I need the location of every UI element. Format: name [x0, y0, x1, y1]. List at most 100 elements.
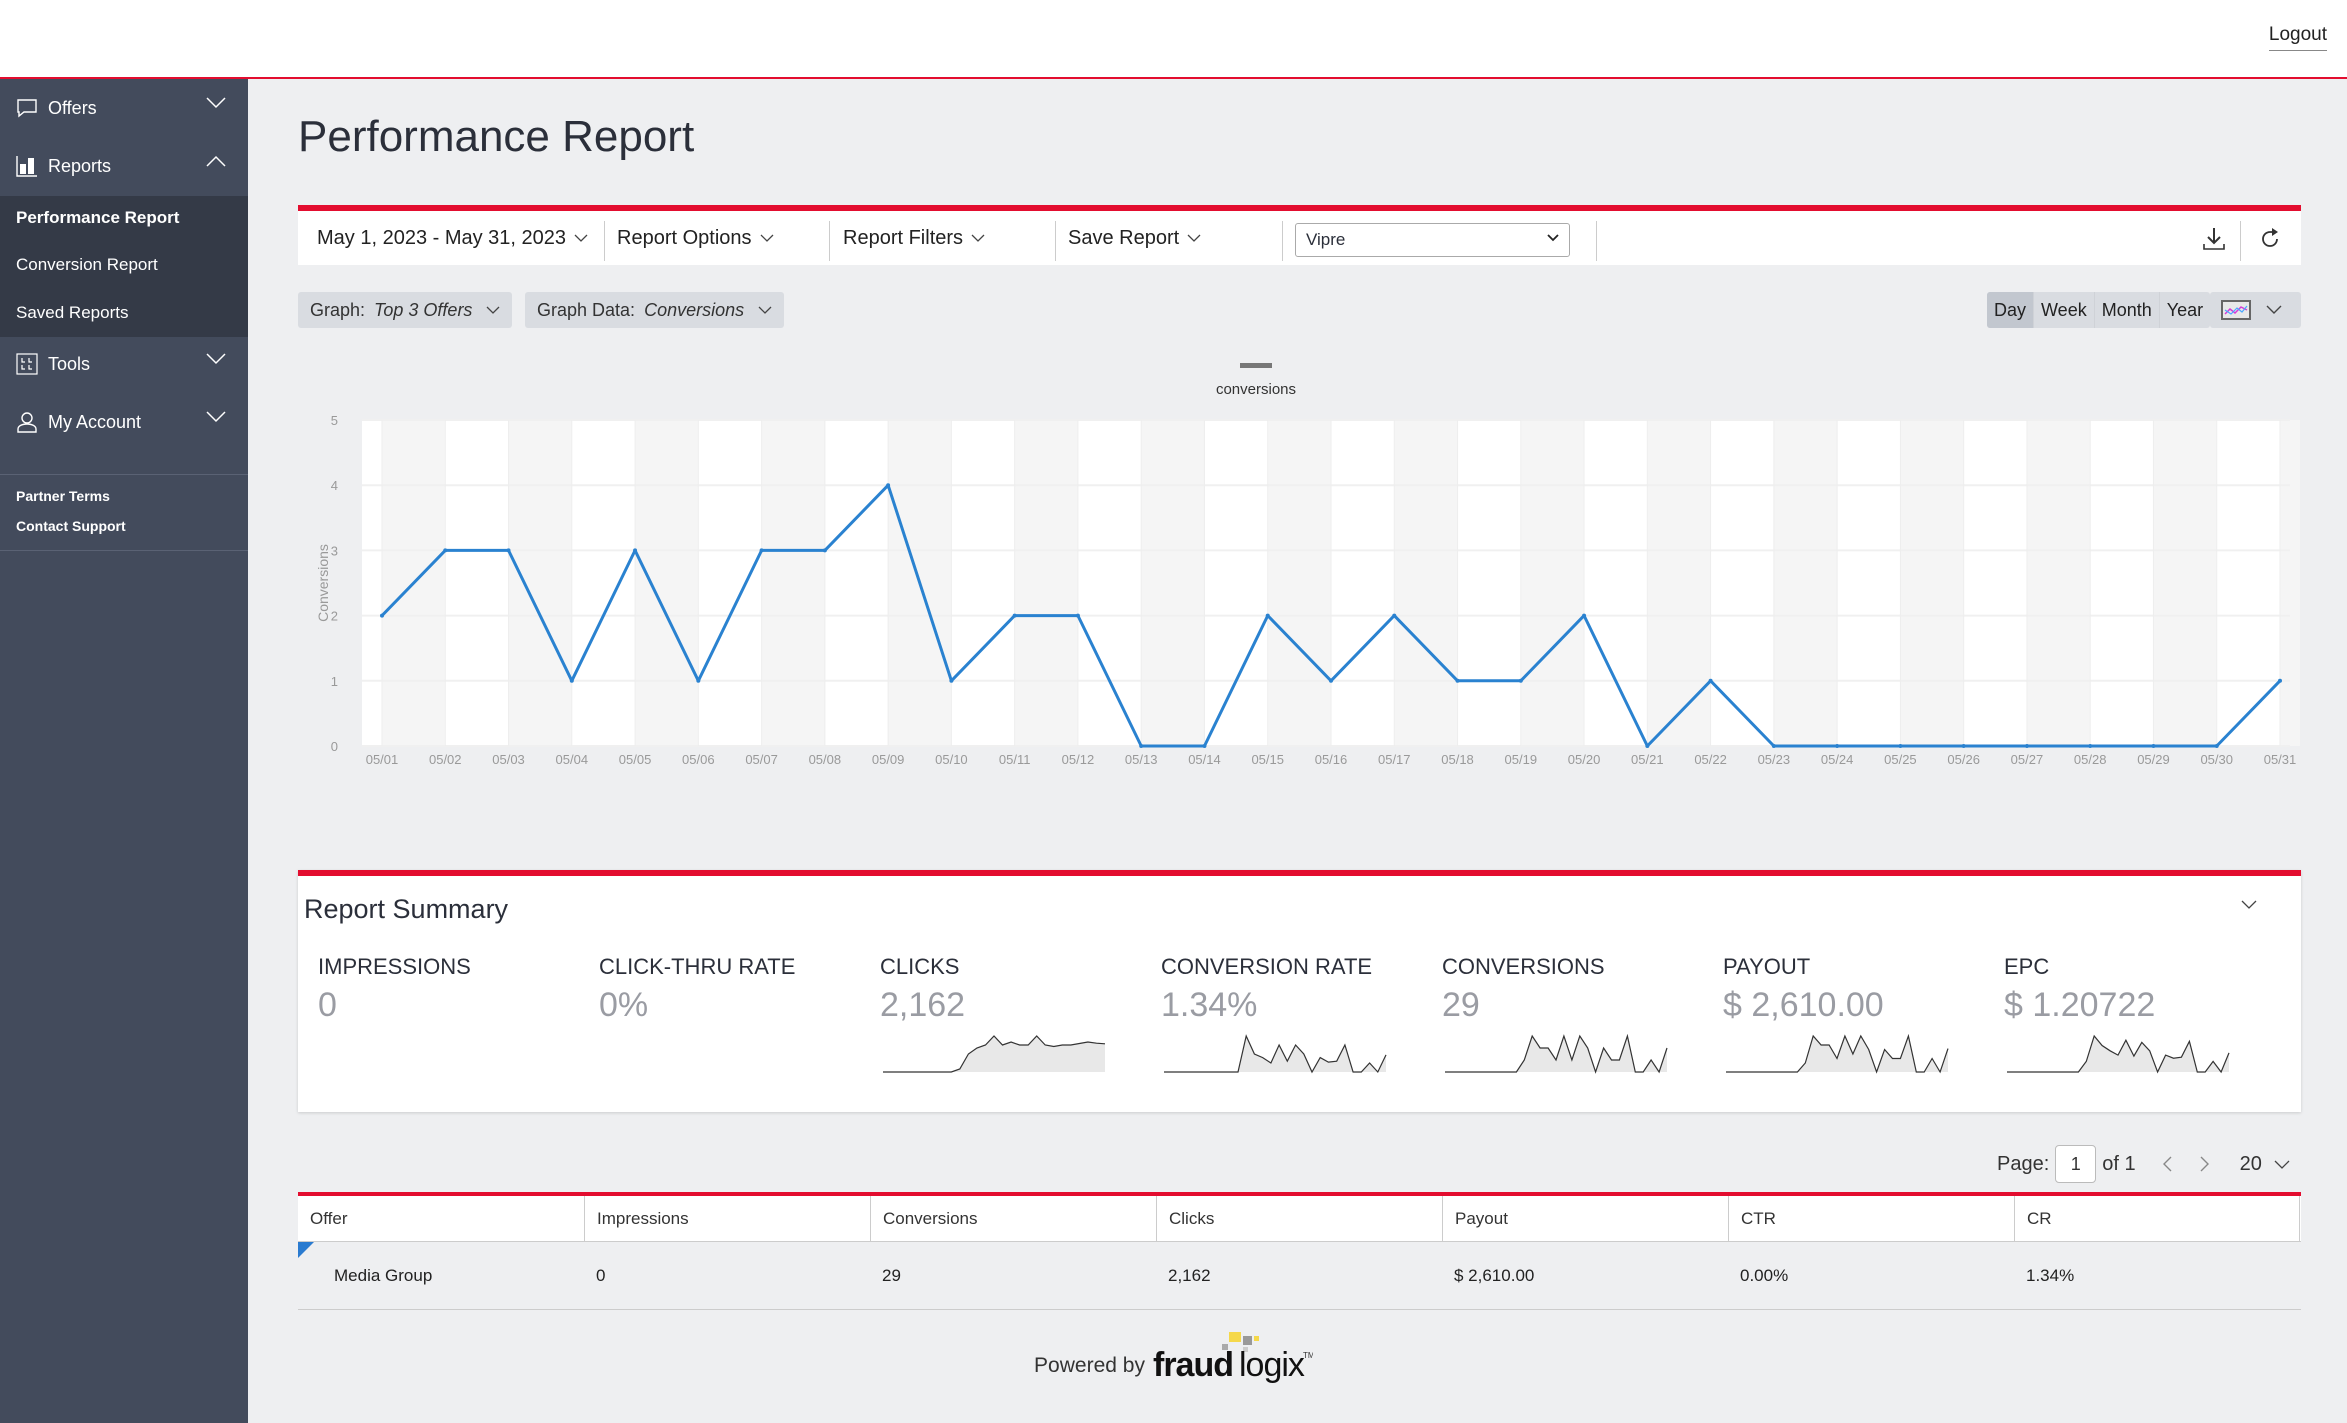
data-point[interactable] [1582, 613, 1587, 618]
x-tick-label: 05/18 [1441, 752, 1474, 767]
data-point[interactable] [1771, 744, 1776, 748]
graph-data-dropdown[interactable]: Graph Data: Conversions [525, 292, 785, 328]
data-point[interactable] [822, 548, 827, 553]
chevron-up-icon [206, 155, 226, 167]
refresh-icon[interactable] [2258, 227, 2282, 251]
sidebar-item-label: My Account [48, 411, 142, 432]
x-tick-label: 05/17 [1378, 752, 1411, 767]
next-page-icon[interactable] [2200, 1156, 2210, 1172]
legend-label[interactable]: conversions [1216, 381, 1296, 398]
data-point[interactable] [1455, 678, 1460, 683]
period-year-button[interactable]: Year [2166, 299, 2204, 320]
chart-type-dropdown[interactable] [2210, 292, 2301, 328]
logout-link[interactable]: Logout [2268, 24, 2327, 51]
column-band [2280, 420, 2300, 746]
graph-type-dropdown[interactable]: Graph: Top 3 Offers [298, 292, 513, 328]
x-tick-label: 05/28 [2074, 752, 2107, 767]
sidebar-subitem-saved-reports[interactable]: Saved Reports [16, 303, 129, 322]
period-week-button[interactable]: Week [2034, 292, 2095, 328]
data-point[interactable] [1202, 744, 1207, 748]
period-day-button[interactable]: Day [1987, 292, 2035, 328]
data-point[interactable] [1835, 744, 1840, 748]
data-point[interactable] [1329, 678, 1333, 683]
sidebar-subitem-performance-report[interactable]: Performance Report [16, 208, 180, 227]
metric-label: CLICKS [880, 954, 960, 979]
separator [829, 221, 830, 261]
x-tick-label: 05/23 [1758, 752, 1791, 767]
data-point[interactable] [569, 678, 574, 683]
account-select[interactable]: Vipre [1295, 223, 1570, 257]
data-point[interactable] [2024, 744, 2029, 748]
sparkline-area [2007, 1036, 2229, 1072]
data-point[interactable] [1139, 744, 1144, 748]
report-filters-dropdown[interactable]: Report Filters [843, 211, 985, 265]
x-tick-label: 05/16 [1315, 752, 1348, 767]
data-point[interactable] [443, 548, 448, 553]
data-point[interactable] [1075, 613, 1080, 618]
page-label: Page: [1997, 1152, 2050, 1175]
chevron-down-icon[interactable] [2241, 900, 2257, 910]
data-point[interactable] [380, 613, 384, 618]
data-point[interactable] [1645, 744, 1650, 748]
table-cell: 0.00% [1740, 1265, 1789, 1285]
data-point[interactable] [1898, 744, 1903, 748]
y-tick-label: 0 [331, 739, 338, 754]
column-header-ctr[interactable]: CTR [1728, 1196, 2014, 1241]
sidebar-subitem-conversion-report[interactable]: Conversion Report [16, 255, 158, 274]
page-number-input[interactable]: 1 [2055, 1145, 2097, 1183]
offers-table: Offer Impressions Conversions Clicks Payout C… [298, 1192, 2301, 1310]
column-header-cr[interactable]: CR [2014, 1196, 2300, 1241]
data-point[interactable] [1518, 678, 1523, 683]
download-icon[interactable] [2202, 227, 2226, 251]
separator [1596, 221, 1597, 261]
data-point[interactable] [696, 678, 701, 683]
sidebar-item-tools[interactable]: Tools [0, 335, 248, 393]
table-cell: Media Group [334, 1265, 433, 1285]
data-point[interactable] [759, 548, 764, 553]
data-point[interactable] [1012, 613, 1017, 618]
column-header-clicks[interactable]: Clicks [1156, 1196, 1442, 1241]
partner-terms-link[interactable]: Partner Terms [16, 488, 110, 504]
column-header-impressions[interactable]: Impressions [584, 1196, 870, 1241]
metric-value: $ 1.20722 [2004, 986, 2156, 1024]
column-header-conversions[interactable]: Conversions [870, 1196, 1156, 1241]
table-header: Offer Impressions Conversions Clicks Payout C… [298, 1196, 2301, 1242]
data-point[interactable] [2088, 744, 2093, 748]
page-size-dropdown[interactable]: 20 [2240, 1153, 2290, 1176]
contact-support-link[interactable]: Contact Support [16, 518, 126, 534]
y-tick-label: 5 [331, 413, 338, 428]
column-band [1141, 420, 1205, 746]
data-point[interactable] [1708, 678, 1713, 683]
legend-swatch[interactable] [1240, 363, 1272, 368]
data-point[interactable] [633, 548, 638, 553]
data-point[interactable] [886, 483, 891, 488]
table-row[interactable]: Media Group 0 29 2,162 $ 2,610.00 0.00% 1.34% [298, 1242, 2301, 1310]
line-chart-icon [2221, 300, 2251, 320]
chevron-down-icon [760, 234, 773, 242]
data-point[interactable] [1265, 613, 1270, 618]
sidebar-item-my-account[interactable]: My Account [0, 393, 248, 451]
column-header-payout[interactable]: Payout [1442, 1196, 1728, 1241]
data-point[interactable] [949, 678, 954, 683]
sidebar-item-reports[interactable]: Reports [0, 137, 248, 195]
data-point[interactable] [2214, 744, 2219, 748]
user-icon [16, 411, 38, 433]
report-options-dropdown[interactable]: Report Options [617, 211, 774, 265]
data-point[interactable] [2278, 678, 2282, 683]
prev-page-icon[interactable] [2162, 1156, 2172, 1172]
data-point[interactable] [1961, 744, 1966, 748]
metric-label: PAYOUT [1723, 954, 1811, 979]
graph-value: Top 3 Offers [374, 299, 473, 320]
powered-by-text: Powered by [1034, 1354, 1145, 1377]
column-header-offer[interactable]: Offer [310, 1208, 348, 1228]
date-range-picker[interactable]: May 1, 2023 - May 31, 2023 [317, 211, 588, 265]
data-point[interactable] [506, 548, 511, 553]
data-point[interactable] [1392, 613, 1397, 618]
y-tick-label: 2 [331, 609, 338, 624]
save-report-dropdown[interactable]: Save Report [1068, 211, 1201, 265]
period-month-button[interactable]: Month [2095, 292, 2160, 328]
sparkline [1726, 1034, 1949, 1074]
data-point[interactable] [2151, 744, 2156, 748]
sidebar-item-offers[interactable]: Offers [0, 79, 248, 137]
sparkline-area [1445, 1036, 1667, 1072]
